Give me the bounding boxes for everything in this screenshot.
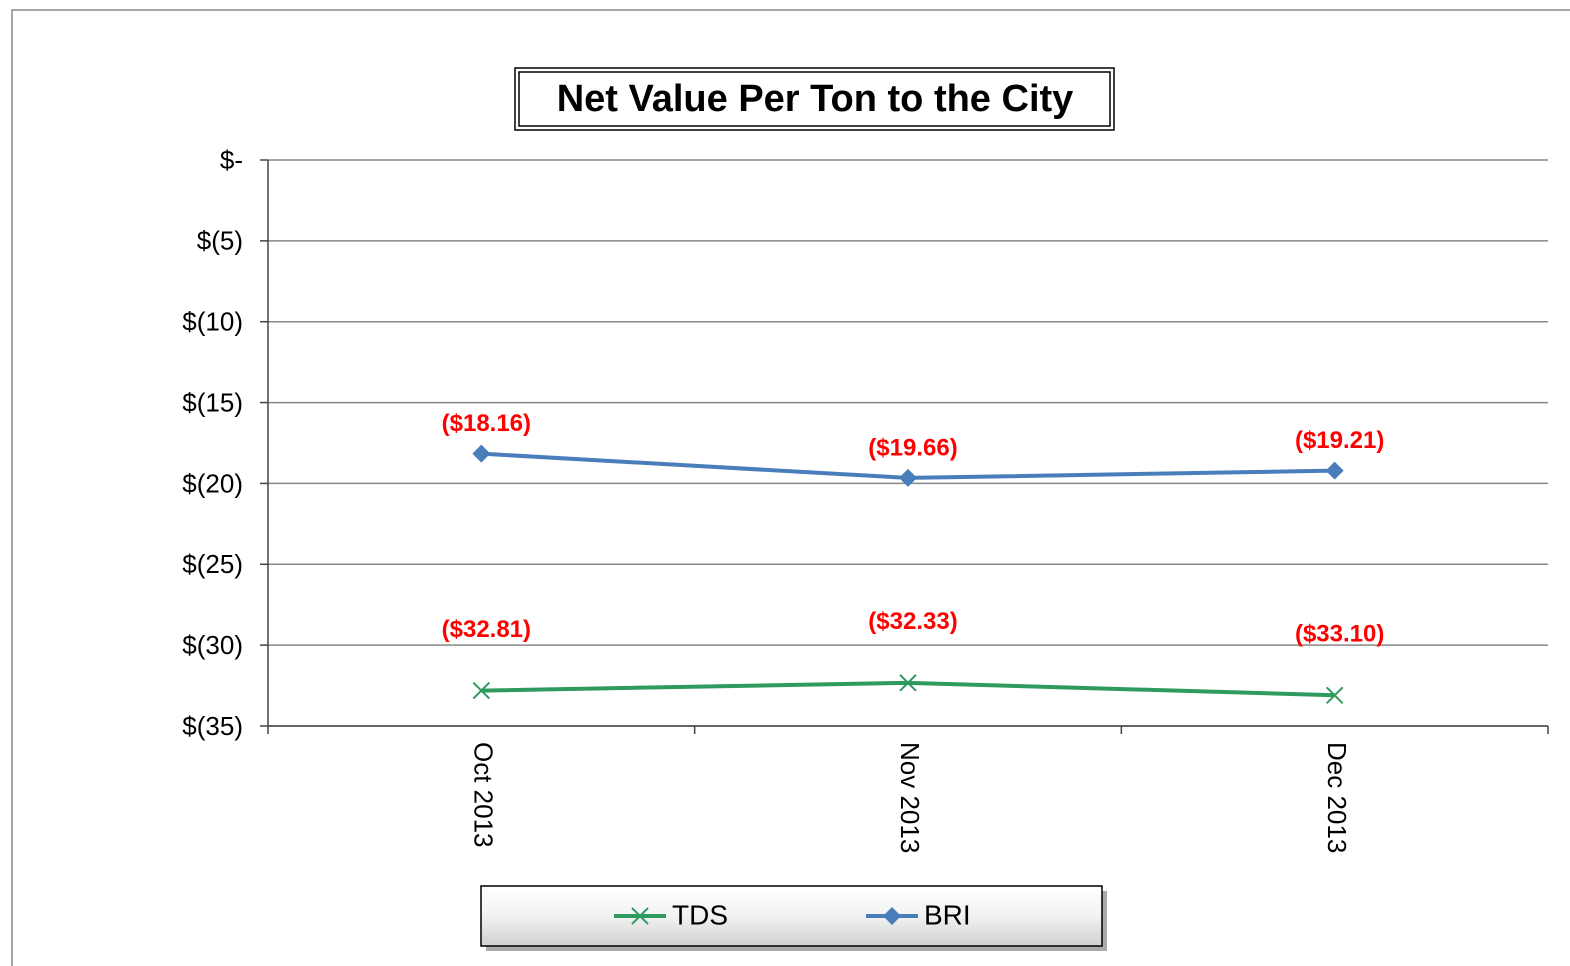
- x-tick-label: Nov 2013: [895, 742, 925, 853]
- title-box: [514, 67, 1115, 131]
- value-label: ($19.21): [1295, 427, 1384, 454]
- marker-diamond: [899, 468, 917, 487]
- legend-label: BRI: [924, 899, 971, 930]
- frame: [11, 9, 1570, 966]
- value-label: ($33.10): [1295, 621, 1384, 648]
- value-label: ($18.16): [442, 410, 531, 437]
- marker-x: [631, 907, 649, 925]
- x-tick-label: Dec 2013: [1322, 742, 1352, 853]
- chart-title: Net Value Per Ton to the City: [557, 78, 1074, 120]
- marker-diamond: [472, 444, 491, 463]
- marker-diamond: [883, 907, 901, 925]
- marker-x: [899, 674, 917, 692]
- y-tick-label: $(35): [182, 711, 243, 741]
- value-label: ($32.33): [868, 608, 957, 635]
- title-box-inner: [518, 71, 1111, 127]
- legend-box: [480, 885, 1103, 947]
- value-label: ($32.81): [442, 616, 531, 643]
- marker-x: [472, 681, 491, 700]
- y-tick-label: $(25): [182, 549, 243, 579]
- marker-x: [1325, 686, 1344, 704]
- marker-diamond: [1325, 461, 1344, 480]
- y-tick-label: $(20): [182, 468, 243, 498]
- x-tick-label: Oct 2013: [468, 742, 498, 848]
- value-label: ($19.66): [868, 434, 957, 461]
- y-tick-label: $-: [220, 145, 243, 175]
- y-tick-label: $(10): [182, 307, 243, 337]
- y-tick-label: $(30): [182, 630, 243, 660]
- y-tick-label: $(5): [197, 226, 243, 256]
- y-tick-label: $(15): [182, 387, 243, 417]
- legend-label: TDS: [672, 899, 728, 930]
